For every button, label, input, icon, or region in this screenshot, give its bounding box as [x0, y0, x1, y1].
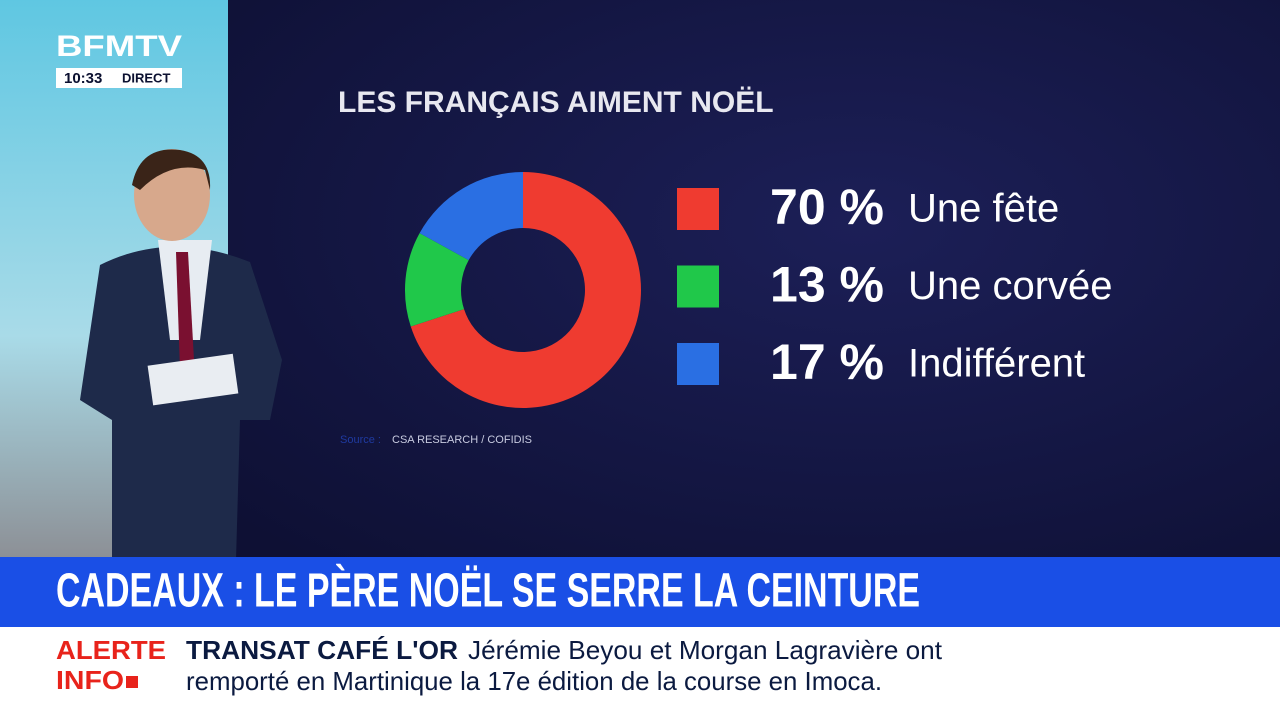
ticker-text: remporté en Martinique la 17e édition de… — [186, 666, 882, 696]
value-label: 13 % — [770, 257, 884, 313]
value-label: 70 % — [770, 179, 884, 235]
video-wall — [228, 0, 1280, 560]
ticker-topic: TRANSAT CAFÉ L'OR — [186, 635, 458, 665]
value-label: 17 % — [770, 334, 884, 390]
donut — [404, 172, 641, 408]
ticker-text: Jérémie Beyou et Morgan Lagravière ont — [468, 635, 943, 665]
logo: BFMTV — [56, 30, 182, 63]
legend-label: Une corvée — [908, 264, 1113, 308]
source: CSA RESEARCH / COFIDIS — [392, 434, 532, 446]
headline-band — [0, 557, 1280, 627]
channel-badge: BFMTV 10:33 DIRECT — [56, 30, 182, 88]
legend-label: Indifférent — [908, 342, 1085, 386]
donut-segment — [419, 172, 523, 261]
presenter — [80, 149, 282, 560]
clock: 10:33 — [64, 70, 102, 87]
legend: 70 % Une fête 13 % Une corvée 17 % Indifféren… — [677, 179, 1113, 390]
live-label: DIRECT — [122, 70, 170, 85]
legend-swatch — [677, 265, 719, 308]
ticker-dot — [126, 676, 138, 688]
legend-swatch — [677, 188, 719, 230]
donut-segment — [404, 233, 469, 327]
donut-segment — [410, 172, 641, 408]
clock-box — [56, 68, 182, 88]
ticker-label: INFO — [56, 665, 124, 695]
legend-swatch — [677, 343, 719, 385]
legend-label: Une fête — [908, 187, 1059, 231]
ticker-label: ALERTE — [56, 635, 166, 665]
chart-title: LES FRANÇAIS AIMENT NOËL — [338, 86, 774, 119]
source-label: Source : — [340, 434, 381, 446]
ticker-band — [0, 627, 1280, 720]
headline: CADEAUX : LE PÈRE NOËL SE SERRE LA CEINT… — [56, 564, 920, 618]
